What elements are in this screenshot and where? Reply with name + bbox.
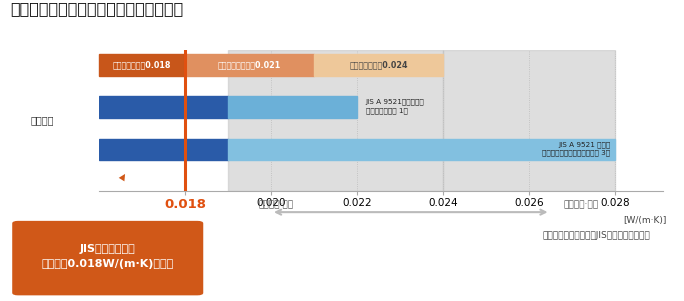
Text: キューワンボード0.021: キューワンボード0.021 xyxy=(218,61,281,70)
Bar xyxy=(228,50,443,191)
FancyBboxPatch shape xyxy=(12,221,203,295)
Text: 熱伝導率: 熱伝導率 xyxy=(31,115,54,126)
Text: ジーワンボード0.018: ジーワンボード0.018 xyxy=(113,61,172,70)
Text: JIS規格を超える
熱伝導率0.018W/(m·K)を実現: JIS規格を超える 熱伝導率0.018W/(m·K)を実現 xyxy=(42,244,174,269)
Text: 断熱性能·高い: 断熱性能·高い xyxy=(258,200,293,209)
Bar xyxy=(99,139,228,160)
Bar xyxy=(443,50,615,191)
Text: JIS A 9521 押出法
ポリスチレンフォーム断熱材 3種: JIS A 9521 押出法 ポリスチレンフォーム断熱材 3種 xyxy=(542,141,611,156)
Text: ＊グレー色のゾーンはJIS規格となります。: ＊グレー色のゾーンはJIS規格となります。 xyxy=(543,231,650,240)
Text: 断熱性能·低い: 断熱性能·低い xyxy=(564,200,598,209)
Bar xyxy=(99,54,185,76)
Bar xyxy=(228,139,615,160)
Bar xyxy=(228,96,357,118)
Bar xyxy=(99,96,228,118)
Text: アキレスボード0.024: アキレスボード0.024 xyxy=(350,61,408,70)
Text: 高性能発泡樹脂系断熱材の熱伝導率比較: 高性能発泡樹脂系断熱材の熱伝導率比較 xyxy=(10,2,183,17)
Text: [W/(m·K)]: [W/(m·K)] xyxy=(623,216,666,225)
Bar xyxy=(185,54,314,76)
Text: JIS A 9521フェノール
フォーム断熱材 1種: JIS A 9521フェノール フォーム断熱材 1種 xyxy=(366,98,424,114)
Bar xyxy=(314,54,443,76)
